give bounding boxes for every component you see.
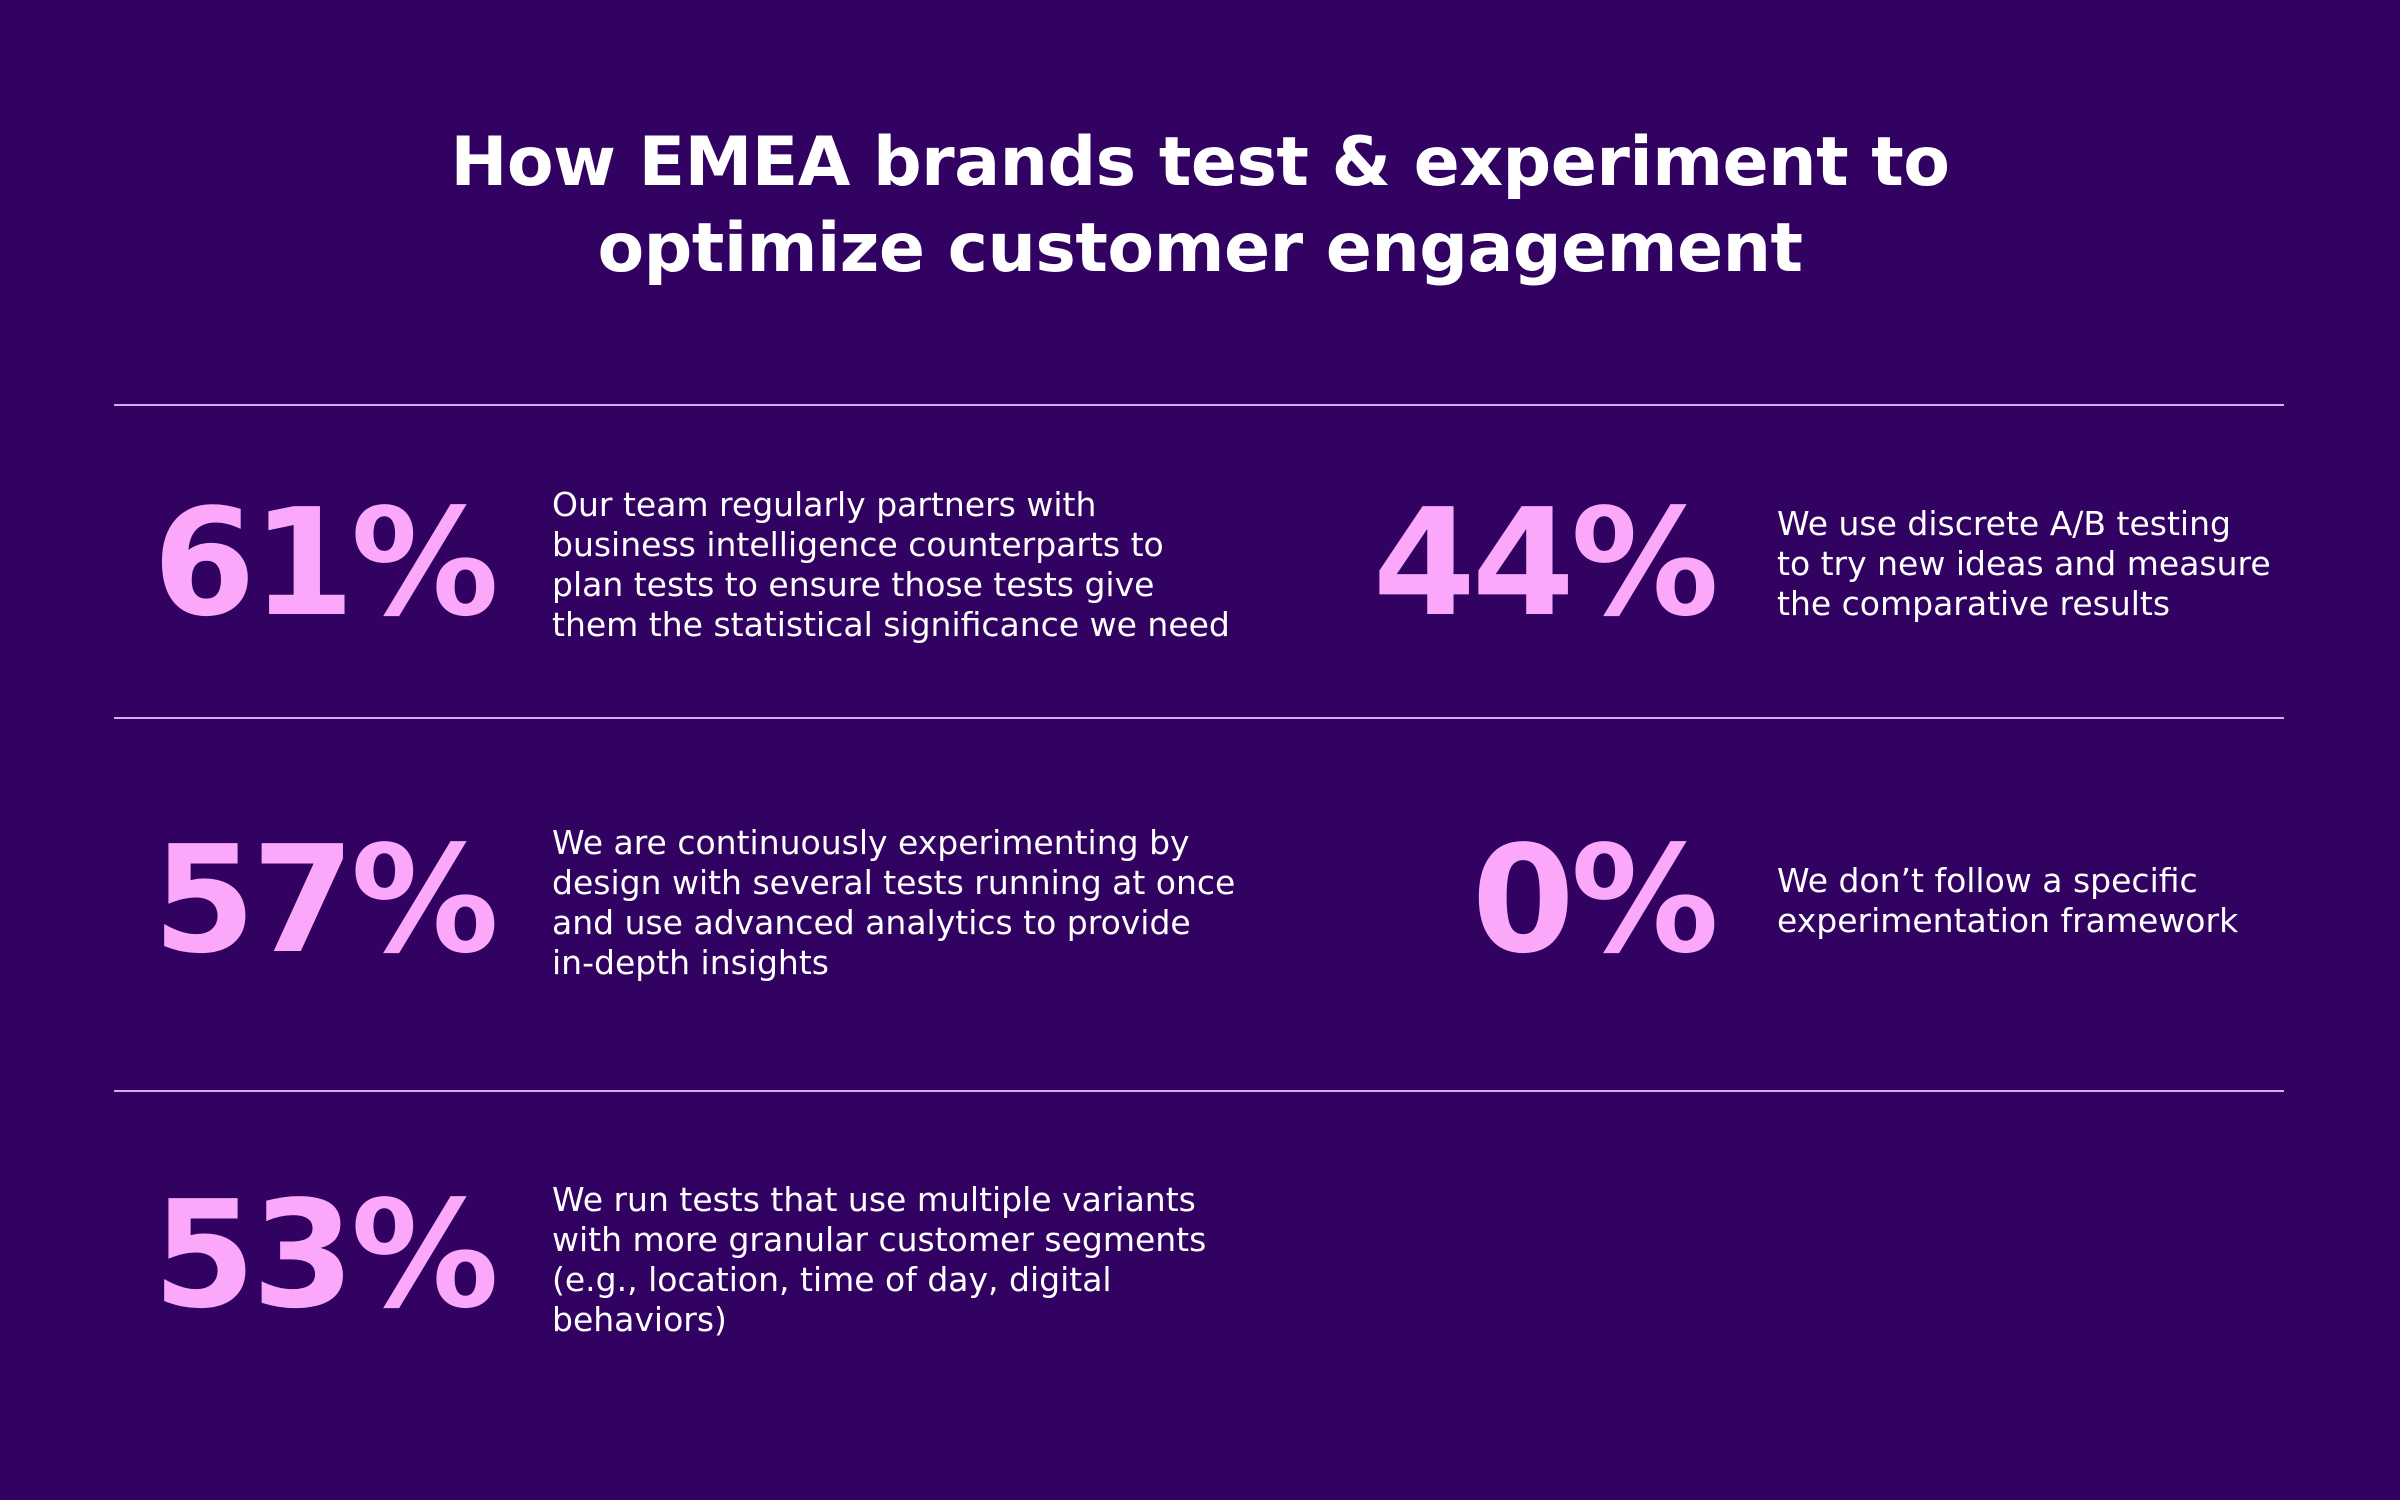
divider-top [114, 404, 2284, 406]
stat-description-line: We run tests that use multiple variants [552, 1180, 1196, 1219]
page-title-line-1: How EMEA brands test & experiment to [450, 123, 1950, 202]
stat-description-line: design with several tests running at onc… [552, 863, 1236, 902]
stat-value-no-framework: 0% [1471, 814, 1719, 986]
stat-description-line: Our team regularly partners with [552, 485, 1097, 524]
stat-description-line: We don’t follow a specific [1777, 861, 2198, 900]
stat-description-line: We are continuously experimenting by [552, 823, 1190, 862]
stat-value-multiple-variants: 53% [152, 1169, 499, 1341]
stat-description-line: business intelligence counterparts to [552, 525, 1164, 564]
stat-description-line: the comparative results [1777, 584, 2171, 623]
page-title-line-2: optimize customer engagement [597, 209, 1803, 288]
stat-description-line: experimentation framework [1777, 901, 2239, 940]
divider-middle [114, 717, 2284, 719]
stat-description-continuous-experimenting: We are continuously experimenting by des… [552, 823, 1235, 983]
stat-value-partners-bi: 61% [152, 477, 499, 649]
stat-description-line: them the statistical significance we nee… [552, 605, 1230, 644]
stat-description-partners-bi: Our team regularly partners with busines… [552, 485, 1230, 645]
stat-value-continuous-experimenting: 57% [152, 814, 499, 986]
divider-bottom [114, 1090, 2284, 1092]
stat-description-multiple-variants: We run tests that use multiple variants … [552, 1180, 1206, 1340]
stat-description-ab-testing: We use discrete A/B testing to try new i… [1777, 504, 2271, 624]
stat-description-line: (e.g., location, time of day, digital [552, 1260, 1112, 1299]
stat-description-line: to try new ideas and measure [1777, 544, 2271, 583]
stat-description-no-framework: We don’t follow a specific experimentati… [1777, 861, 2238, 941]
stat-description-line: We use discrete A/B testing [1777, 504, 2231, 543]
stat-value-ab-testing: 44% [1372, 477, 1719, 649]
stat-description-line: with more granular customer segments [552, 1220, 1207, 1259]
stat-description-line: plan tests to ensure those tests give [552, 565, 1155, 604]
page-title: How EMEA brands test & experiment to opt… [0, 120, 2400, 292]
stat-description-line: behaviors) [552, 1300, 727, 1339]
stat-description-line: and use advanced analytics to provide [552, 903, 1191, 942]
stat-description-line: in-depth insights [552, 943, 829, 982]
